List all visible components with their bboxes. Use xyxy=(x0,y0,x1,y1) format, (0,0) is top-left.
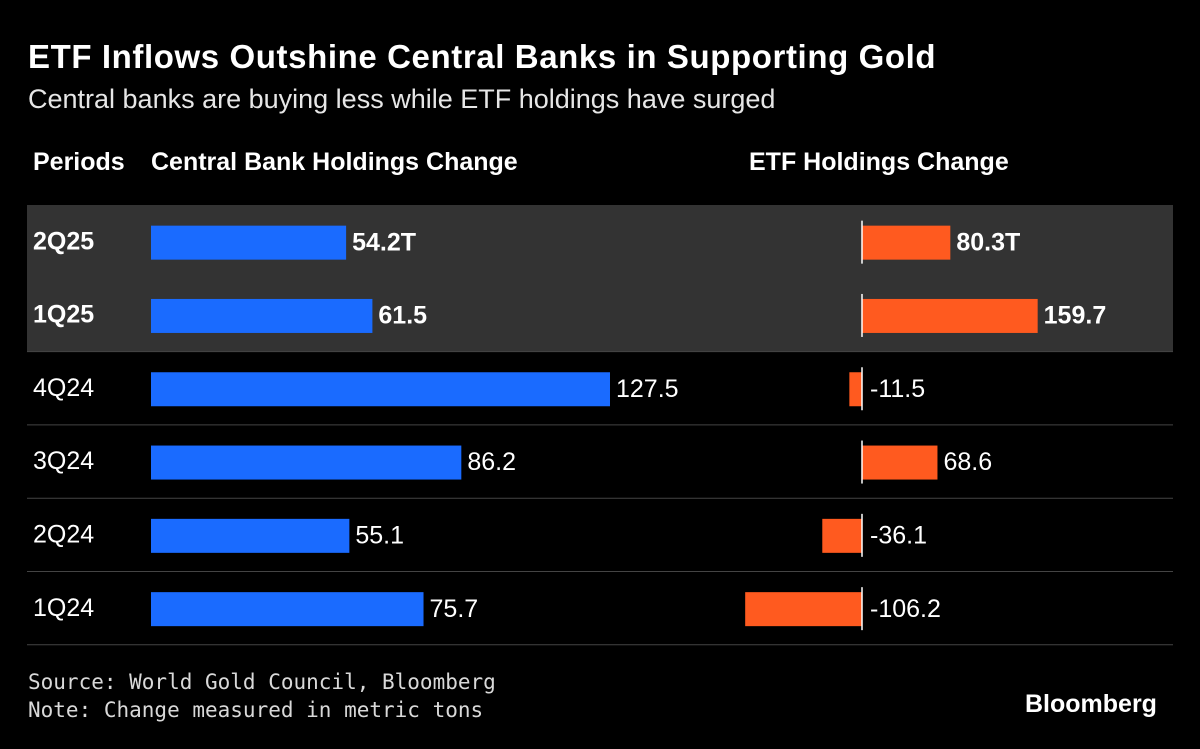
chart-title: ETF Inflows Outshine Central Banks in Su… xyxy=(28,38,937,75)
central-bank-bar xyxy=(151,298,373,333)
central-bank-value-label: 75.7 xyxy=(430,595,479,623)
etf-bar xyxy=(862,298,1038,333)
source-note: Source: World Gold Council, Bloomberg xyxy=(28,670,496,694)
central-bank-value-label: 61.5 xyxy=(378,302,427,330)
etf-bar xyxy=(862,445,938,480)
etf-bar xyxy=(849,372,862,407)
etf-value-label: 159.7 xyxy=(1044,302,1107,330)
central-bank-column-header: Central Bank Holdings Change xyxy=(151,148,518,176)
chart-footnote: Source: World Gold Council, Bloomberg No… xyxy=(28,668,496,724)
period-label: 1Q24 xyxy=(33,594,94,622)
bloomberg-logo: Bloomberg xyxy=(1025,690,1157,718)
etf-column-header: ETF Holdings Change xyxy=(749,148,1009,176)
central-bank-bar xyxy=(151,592,424,627)
central-bank-value-label: 55.1 xyxy=(355,521,404,549)
etf-value-label: 80.3T xyxy=(956,228,1020,256)
etf-bar xyxy=(862,225,951,260)
central-bank-bar xyxy=(151,518,350,553)
chart-subtitle: Central banks are buying less while ETF … xyxy=(28,84,776,114)
central-bank-value-label: 54.2T xyxy=(352,228,416,256)
etf-bar xyxy=(822,518,862,553)
period-label: 4Q24 xyxy=(33,374,94,402)
central-bank-value-label: 86.2 xyxy=(467,448,516,476)
periods-column-header: Periods xyxy=(33,148,125,176)
central-bank-bar xyxy=(151,372,610,407)
etf-bar xyxy=(745,592,862,627)
central-bank-bar xyxy=(151,225,347,260)
period-label: 2Q24 xyxy=(33,520,94,548)
etf-value-label: -106.2 xyxy=(870,595,941,623)
period-label: 2Q25 xyxy=(33,227,94,255)
etf-value-label: -36.1 xyxy=(870,521,927,549)
central-bank-value-label: 127.5 xyxy=(616,375,679,403)
period-label: 1Q25 xyxy=(33,301,94,329)
central-bank-bar xyxy=(151,445,462,480)
period-label: 3Q24 xyxy=(33,447,94,475)
etf-value-label: -11.5 xyxy=(870,375,925,403)
etf-value-label: 68.6 xyxy=(943,448,992,476)
units-note: Note: Change measured in metric tons xyxy=(28,698,484,722)
